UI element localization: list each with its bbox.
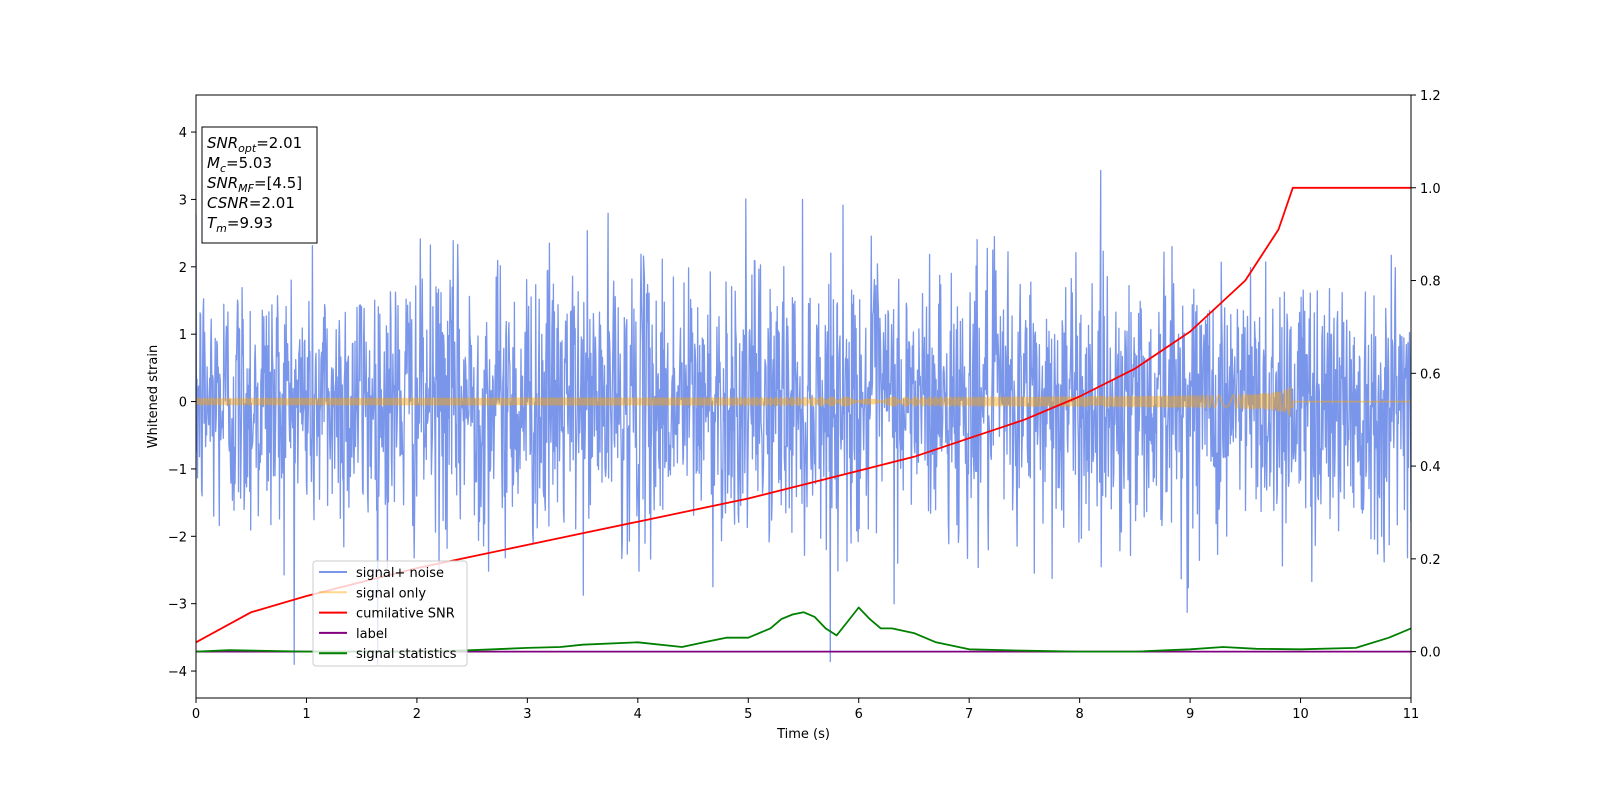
x-tick-label: 6 xyxy=(855,707,863,722)
y-left-tick-label: 0 xyxy=(179,396,187,411)
axes: 0 1 2 3 4 5 6 7 8 9 10 11 −4 −3 −2 −1 0 1 2 3 4 0.0 0.2 0.4 0.6 0… xyxy=(168,89,1441,722)
x-tick-label: 1 xyxy=(302,707,310,722)
y-right-tick-label: 1.2 xyxy=(1420,89,1441,104)
series-line-0 xyxy=(196,169,1411,665)
y-axis-label: Whitened strain xyxy=(146,345,161,448)
x-tick-label: 0 xyxy=(192,707,200,722)
x-tick-label: 5 xyxy=(744,707,752,722)
series-line-1 xyxy=(196,386,1411,416)
legend-entry: signal only xyxy=(356,586,426,601)
x-tick-label: 10 xyxy=(1292,707,1309,722)
y-right-tick-label: 0.6 xyxy=(1420,367,1441,382)
x-tick-label: 8 xyxy=(1075,707,1083,722)
x-tick-label: 9 xyxy=(1186,707,1194,722)
y-left-tick-label: 4 xyxy=(179,126,187,141)
y-left-tick-label: −3 xyxy=(168,598,187,613)
series-line-4 xyxy=(196,606,1411,653)
y-left-tick-label: 1 xyxy=(179,328,187,343)
x-tick-label: 11 xyxy=(1403,707,1420,722)
x-axis-label: Time (s) xyxy=(776,727,830,742)
y-right-tick-label: 0.4 xyxy=(1420,460,1441,475)
x-tick-label: 2 xyxy=(413,707,421,722)
x-tick-label: 3 xyxy=(523,707,531,722)
x-tick-label: 4 xyxy=(634,707,642,722)
y-left-tick-label: 2 xyxy=(179,261,187,276)
legend-frame xyxy=(312,560,468,667)
y-left-tick-label: −4 xyxy=(168,665,187,680)
annotation-line: Tm=9.93 xyxy=(207,214,273,235)
y-left-tick-label: 3 xyxy=(179,193,187,208)
annotation-line: SNRopt=2.01 xyxy=(207,134,302,155)
annotation-box-frame xyxy=(201,126,318,244)
legend: signal+ noise signal only cumilative SNR la… xyxy=(312,560,468,667)
y-right-tick-label: 1.0 xyxy=(1420,182,1441,197)
legend-entry: cumilative SNR xyxy=(356,607,455,622)
y-right-tick-label: 0.8 xyxy=(1420,275,1441,290)
legend-entry: signal+ noise xyxy=(356,566,444,581)
x-tick-label: 7 xyxy=(965,707,973,722)
y-left-tick-label: −2 xyxy=(168,530,187,545)
annotation-line: SNRMF=[4.5] xyxy=(207,174,302,195)
annotation-line: CSNR=2.01 xyxy=(207,194,295,212)
y-left-tick-label: −1 xyxy=(168,463,187,478)
y-right-tick-label: 0.0 xyxy=(1420,646,1441,661)
y-right-tick-label: 0.2 xyxy=(1420,553,1441,568)
annotation-line: Mc=5.03 xyxy=(207,154,272,175)
legend-entry: label xyxy=(356,627,387,642)
legend-entry: signal statistics xyxy=(356,647,457,662)
plot-frame xyxy=(195,94,1412,699)
